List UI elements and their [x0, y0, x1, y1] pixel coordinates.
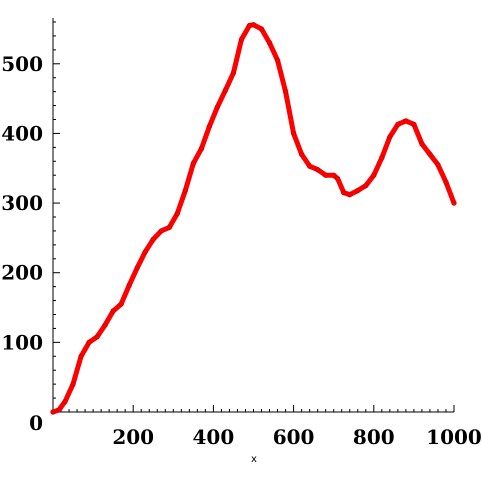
- data-point: [70, 381, 76, 387]
- series-group: [50, 22, 457, 415]
- data-point: [323, 172, 329, 178]
- series-line: [50, 22, 457, 415]
- data-point: [411, 121, 417, 127]
- data-point: [190, 160, 196, 166]
- data-point: [198, 146, 204, 152]
- data-point: [50, 409, 56, 415]
- data-point: [150, 236, 156, 242]
- data-point: [258, 26, 265, 32]
- data-point: [118, 301, 124, 307]
- y-tick-label: 200: [1, 261, 43, 285]
- data-point: [331, 172, 337, 178]
- data-point: [307, 163, 313, 169]
- data-point: [363, 183, 369, 189]
- data-point: [379, 155, 385, 161]
- data-point: [266, 40, 273, 46]
- data-point: [443, 179, 449, 185]
- data-point: [56, 407, 62, 413]
- data-point: [110, 308, 116, 314]
- data-point: [403, 118, 409, 124]
- x-axis-title: x: [251, 454, 257, 465]
- data-point: [222, 87, 229, 93]
- y-tick-label: 100: [1, 330, 43, 354]
- data-point: [355, 187, 361, 194]
- data-point: [238, 36, 245, 43]
- data-point: [174, 210, 180, 217]
- data-point: [166, 224, 172, 231]
- data-point: [94, 334, 100, 340]
- data-point: [282, 89, 289, 95]
- x-tick-label: 200: [112, 425, 154, 449]
- x-tick-label: 400: [193, 425, 235, 449]
- data-point: [214, 104, 221, 110]
- x-tick-label: 800: [353, 425, 395, 449]
- data-point: [371, 172, 377, 178]
- data-point: [134, 265, 140, 271]
- axes: [52, 18, 455, 413]
- data-point: [335, 176, 341, 182]
- data-point: [419, 141, 425, 147]
- data-point: [206, 123, 212, 130]
- x-tick-label: 600: [273, 425, 315, 449]
- data-point: [158, 228, 164, 234]
- data-point: [435, 162, 441, 168]
- y-tick-label: 0: [29, 411, 43, 435]
- data-point: [299, 151, 305, 157]
- data-point: [315, 167, 321, 173]
- data-point: [86, 339, 92, 345]
- data-point: [341, 190, 347, 196]
- data-point: [126, 282, 132, 288]
- y-tick-label: 300: [1, 191, 43, 215]
- data-point: [62, 398, 68, 405]
- data-point: [142, 249, 148, 255]
- data-point: [274, 57, 281, 63]
- y-tick-label: 400: [1, 121, 43, 145]
- data-point: [78, 353, 84, 359]
- tick-labels: 200 400 600 800 1000 0 100 200 300 400 500: [1, 52, 482, 449]
- x-tick-label: 1000: [426, 425, 482, 449]
- data-point: [451, 200, 457, 206]
- data-point: [427, 151, 433, 157]
- data-point: [230, 70, 237, 76]
- data-point: [102, 322, 108, 328]
- y-tick-label: 500: [1, 52, 43, 76]
- data-point: [395, 121, 401, 127]
- data-point: [250, 22, 257, 28]
- data-point: [347, 192, 353, 198]
- data-point: [387, 134, 393, 140]
- data-point: [182, 187, 188, 194]
- data-point: [290, 130, 297, 137]
